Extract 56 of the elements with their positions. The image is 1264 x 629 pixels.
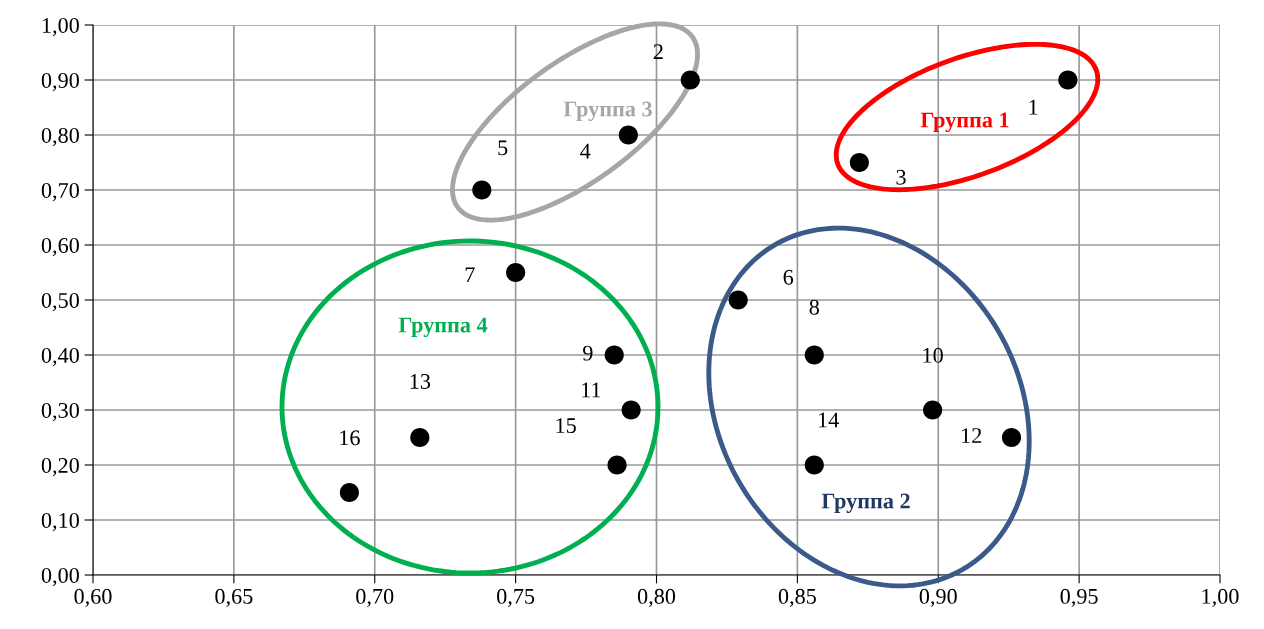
annotation: 1 [1029,99,1038,115]
point [1001,427,1022,448]
x-tick-label: 0,75 [497,588,535,608]
y-tick-label: 0,00 [41,567,79,587]
x-tick-label: 1,00 [1202,588,1239,608]
y-tick-label: 1,00 [42,17,79,37]
annotation: 6 [783,269,794,285]
y-tick-label: 0,40 [41,347,79,367]
annotation: 3 [896,169,906,185]
annotation: 7 [465,267,475,283]
annotation: Группа 3 [563,101,652,122]
annotation: 4 [580,143,591,159]
annotation: 9 [583,345,593,361]
y-tick-label: 0,50 [41,292,79,312]
annotation: 2 [653,44,663,59]
x-tick-label: 0,80 [637,588,676,608]
x-tick-label: 0,85 [778,588,816,608]
y-tick-label: 0,20 [41,457,79,477]
point [728,290,748,310]
point [604,345,624,365]
annotation: 15 [556,418,576,434]
y-tick-label: 0,30 [41,402,79,422]
annotation: Группа 2 [821,493,910,514]
x-tick-label: 0,65 [215,588,253,608]
annotation: 10 [923,347,943,363]
point [410,427,430,448]
y-tick-label: 0,60 [41,237,79,257]
annotation: 12 [962,428,982,443]
point [339,482,359,503]
annotation: 11 [582,382,601,398]
point [1058,70,1078,90]
point [849,152,869,173]
point [621,400,641,420]
y-tick-label: 0,10 [41,512,79,532]
annotation: Группа 1 [920,112,1009,133]
x-tick-label: 0,90 [919,588,957,608]
y-tick-label: 0,80 [41,127,79,147]
annotation: Группа 4 [398,317,488,338]
point [923,400,943,420]
point [680,70,700,90]
point [607,455,627,475]
point [804,345,824,365]
point [618,125,638,145]
annotation: 14 [819,412,839,428]
y-tick-label: 0,90 [41,72,79,92]
annotation: 13 [410,373,431,389]
annotation: 5 [498,140,508,156]
x-tick-label: 0,95 [1060,588,1098,608]
x-tick-label: 0,60 [74,588,112,608]
point [472,180,492,200]
point [506,262,526,283]
point [804,455,824,475]
x-tick-label: 0,70 [356,588,394,608]
annotation: 16 [340,430,360,446]
y-tick-label: 0,70 [41,182,79,202]
annotation: 8 [809,299,819,315]
